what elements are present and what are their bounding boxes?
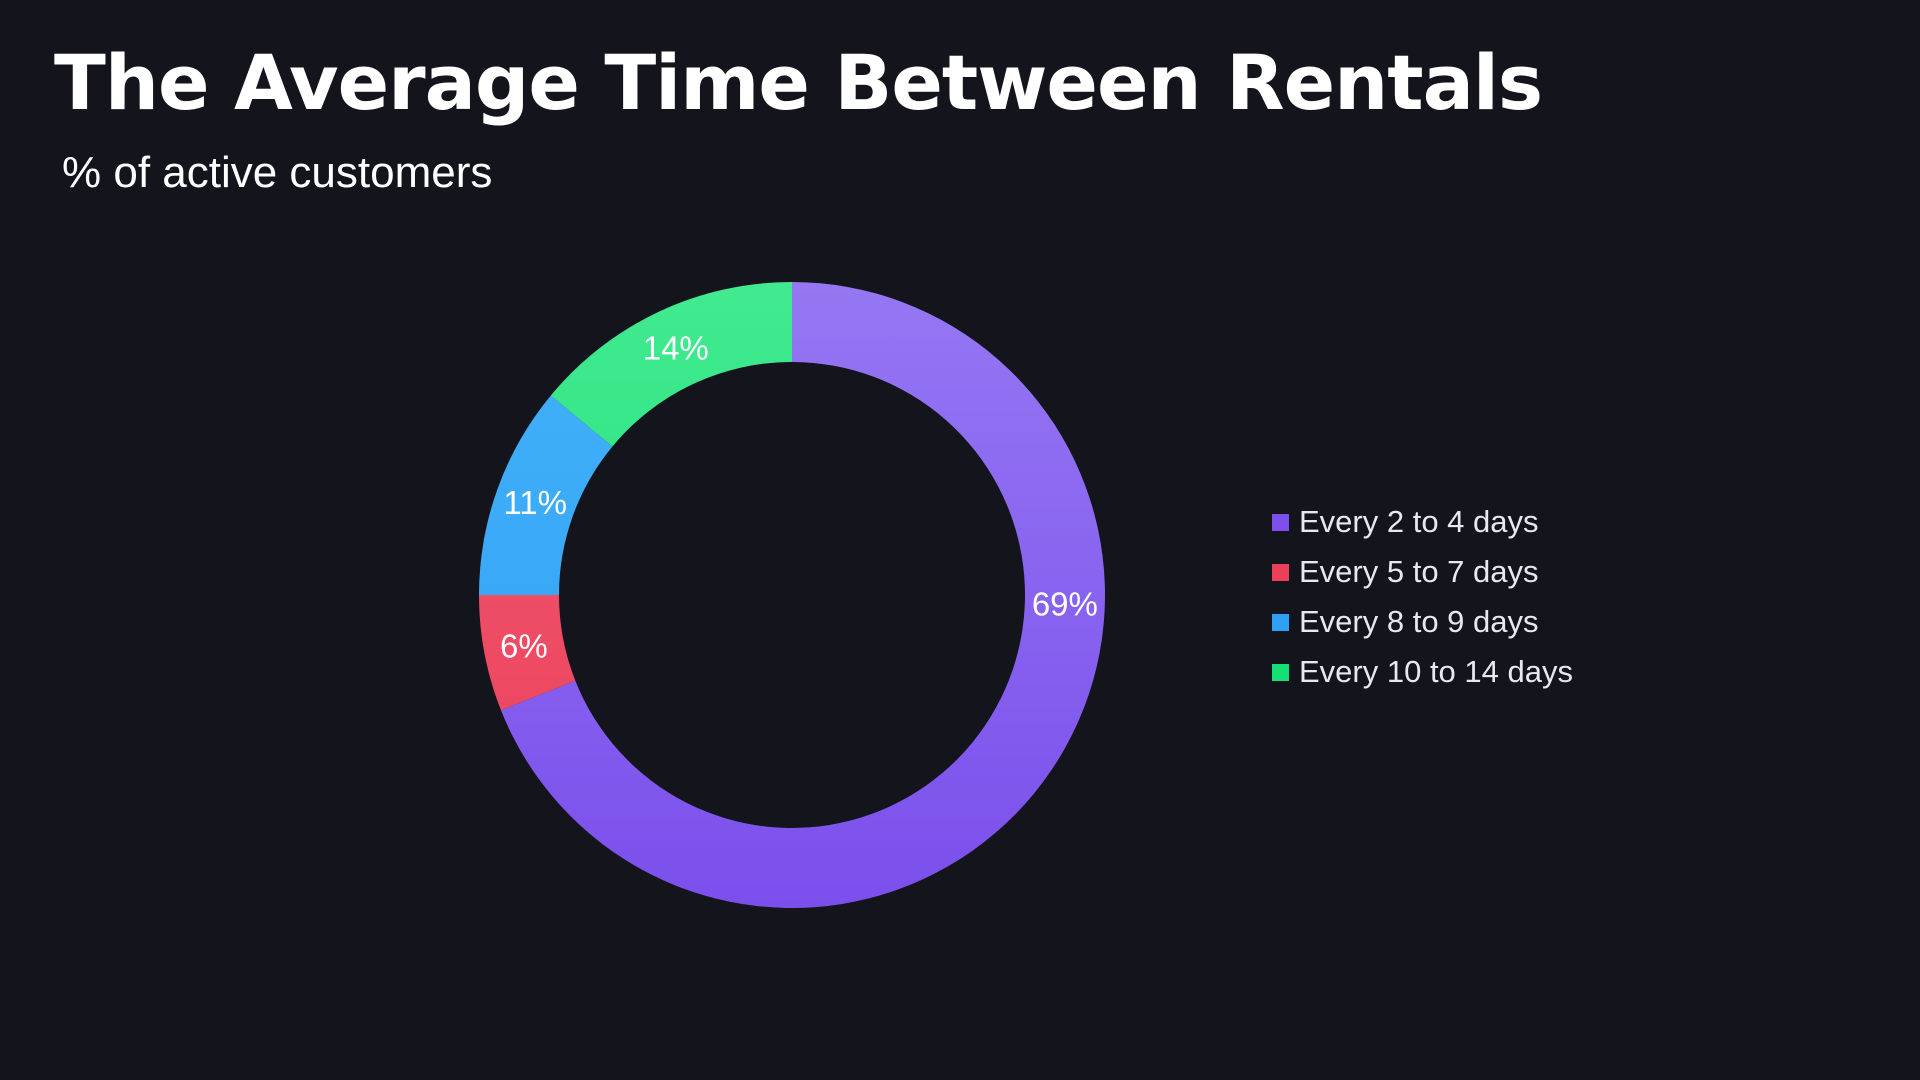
legend-item-every-8-to-9-days[interactable]: Every 8 to 9 days	[1272, 597, 1573, 647]
legend-swatch	[1272, 513, 1289, 531]
legend-swatch	[1272, 663, 1289, 681]
chart-legend: Every 2 to 4 days Every 5 to 7 days Ever…	[1272, 497, 1573, 697]
legend-label: Every 2 to 4 days	[1299, 504, 1539, 539]
slice-value-label: 11%	[503, 484, 567, 521]
donut-slice-every-5-to-7-days[interactable]	[479, 595, 576, 711]
chart-title: The Average Time Between Rentals	[54, 38, 1543, 127]
legend-swatch	[1272, 613, 1289, 631]
donut-slices	[479, 282, 1105, 909]
legend-item-every-5-to-7-days[interactable]: Every 5 to 7 days	[1272, 547, 1573, 597]
slice-value-label: 69%	[1032, 586, 1098, 623]
donut-slice-every-10-to-14-days[interactable]	[550, 282, 792, 447]
donut-slice-every-8-to-9-days[interactable]	[479, 395, 613, 595]
donut-labels: 69% 6% 11% 14%	[500, 329, 1098, 664]
legend-label: Every 8 to 9 days	[1299, 604, 1539, 639]
slice-value-label: 14%	[643, 329, 709, 366]
legend-label: Every 5 to 7 days	[1299, 554, 1539, 589]
chart-subtitle: % of active customers	[62, 148, 493, 197]
legend-item-every-10-to-14-days[interactable]: Every 10 to 14 days	[1272, 647, 1573, 697]
slice-value-label: 6%	[500, 628, 548, 665]
legend-item-every-2-to-4-days[interactable]: Every 2 to 4 days	[1272, 497, 1573, 547]
legend-swatch	[1272, 563, 1289, 581]
legend-label: Every 10 to 14 days	[1299, 654, 1573, 689]
